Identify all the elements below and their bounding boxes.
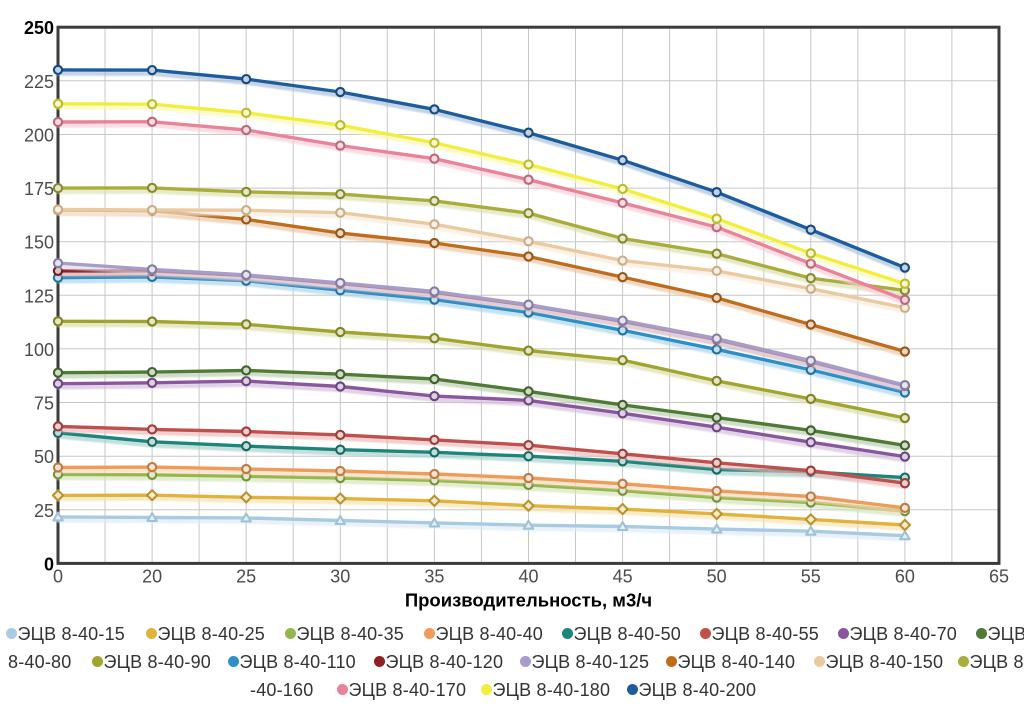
- svg-text:225: 225: [24, 72, 54, 92]
- svg-text:ЭЦВ 8-40-120: ЭЦВ 8-40-120: [386, 652, 504, 672]
- svg-text:ЭЦВ 8-40-125: ЭЦВ 8-40-125: [532, 652, 650, 672]
- svg-text:45: 45: [613, 567, 633, 587]
- svg-text:0: 0: [44, 554, 54, 574]
- svg-text:50: 50: [34, 447, 54, 467]
- svg-text:175: 175: [24, 179, 54, 199]
- svg-text:ЭЦВ 8-40-35: ЭЦВ 8-40-35: [297, 624, 405, 644]
- svg-text:ЭЦВ 8-40-150: ЭЦВ 8-40-150: [826, 652, 944, 672]
- svg-text:ЭЦВ 8-40-90: ЭЦВ 8-40-90: [104, 652, 212, 672]
- svg-text:ЭЦВ 8-40-25: ЭЦВ 8-40-25: [158, 624, 266, 644]
- svg-text:40: 40: [518, 567, 538, 587]
- svg-text:0: 0: [53, 567, 63, 587]
- svg-text:20: 20: [142, 567, 162, 587]
- svg-text:ЭЦВ 8-40-200: ЭЦВ 8-40-200: [639, 680, 757, 700]
- svg-text:50: 50: [707, 567, 727, 587]
- svg-text:200: 200: [24, 126, 54, 146]
- svg-text:25: 25: [236, 567, 256, 587]
- svg-text:-40-160: -40-160: [250, 680, 313, 700]
- svg-text:8-40-80: 8-40-80: [8, 652, 71, 672]
- svg-text:60: 60: [895, 567, 915, 587]
- svg-text:ЭЦВ 8-40-15: ЭЦВ 8-40-15: [18, 624, 126, 644]
- svg-text:ЭЦВ 8-40-40: ЭЦВ 8-40-40: [436, 624, 544, 644]
- svg-text:ЭЦВ 8-40-180: ЭЦВ 8-40-180: [493, 680, 611, 700]
- svg-text:ЭЦВ 8-40-140: ЭЦВ 8-40-140: [678, 652, 796, 672]
- svg-text:30: 30: [330, 567, 350, 587]
- svg-text:ЭЦВ 8-40-55: ЭЦВ 8-40-55: [712, 624, 820, 644]
- svg-text:ЭЦВ 8-40-110: ЭЦВ 8-40-110: [240, 652, 356, 672]
- svg-text:ЭЦВ 8-40-170: ЭЦВ 8-40-170: [349, 680, 467, 700]
- svg-text:150: 150: [24, 233, 54, 253]
- svg-text:100: 100: [24, 340, 54, 360]
- svg-text:ЭЦВ: ЭЦВ: [988, 624, 1024, 644]
- svg-text:65: 65: [989, 567, 1009, 587]
- svg-text:125: 125: [24, 286, 54, 306]
- svg-text:Производительность, м3/ч: Производительность, м3/ч: [405, 590, 652, 611]
- svg-text:55: 55: [801, 567, 821, 587]
- svg-text:ЭЦВ 8-40-50: ЭЦВ 8-40-50: [574, 624, 682, 644]
- svg-text:75: 75: [34, 394, 54, 414]
- svg-text:250: 250: [24, 18, 54, 38]
- svg-text:25: 25: [34, 501, 54, 521]
- svg-text:35: 35: [424, 567, 444, 587]
- svg-text:ЭЦВ 8-40-70: ЭЦВ 8-40-70: [850, 624, 958, 644]
- svg-text:ЭЦВ 8: ЭЦВ 8: [970, 652, 1024, 672]
